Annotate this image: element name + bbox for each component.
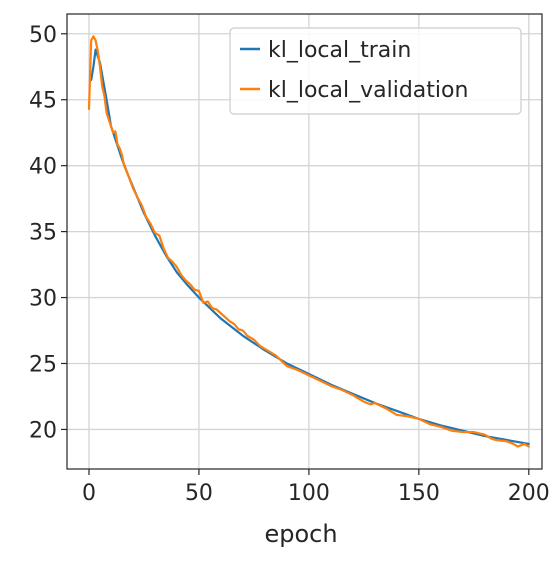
y-tick-label: 30 bbox=[29, 287, 57, 312]
y-tick-label: 35 bbox=[29, 221, 57, 246]
x-tick-label: 0 bbox=[82, 481, 96, 506]
y-tick-label: 25 bbox=[29, 352, 57, 377]
y-tick-label: 20 bbox=[29, 418, 57, 443]
y-tick-label: 50 bbox=[29, 23, 57, 48]
x-tick-label: 100 bbox=[288, 481, 330, 506]
legend-label: kl_local_validation bbox=[268, 78, 468, 103]
legend-label: kl_local_train bbox=[268, 38, 411, 63]
x-tick-label: 200 bbox=[508, 481, 550, 506]
y-tick-label: 45 bbox=[29, 89, 57, 114]
legend: kl_local_train kl_local_validation bbox=[230, 28, 521, 114]
x-tick-label: 50 bbox=[185, 481, 213, 506]
x-tick-label: 150 bbox=[398, 481, 440, 506]
x-axis-label: epoch bbox=[264, 520, 337, 548]
y-tick-label: 40 bbox=[29, 155, 57, 180]
